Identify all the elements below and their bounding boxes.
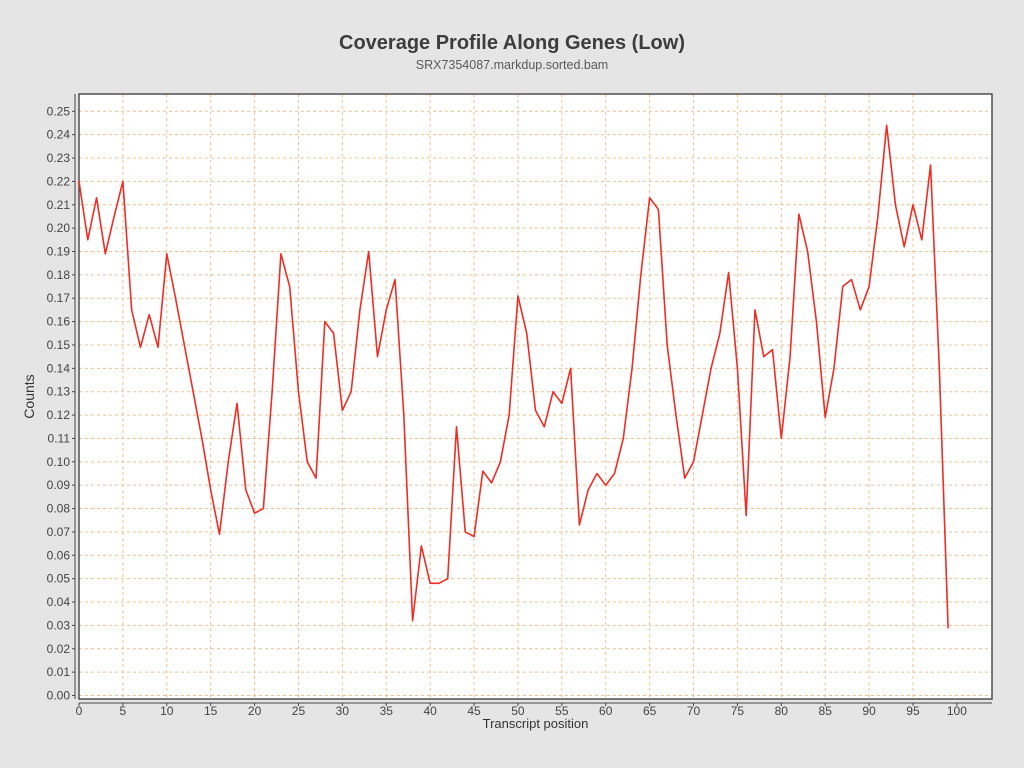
svg-text:0.14: 0.14 [47, 361, 71, 375]
svg-text:40: 40 [423, 704, 437, 718]
svg-text:0.21: 0.21 [47, 198, 71, 212]
svg-text:20: 20 [248, 704, 262, 718]
svg-text:0.19: 0.19 [47, 245, 71, 259]
svg-text:0.12: 0.12 [47, 408, 71, 422]
svg-text:80: 80 [775, 704, 789, 718]
svg-text:60: 60 [599, 704, 613, 718]
svg-text:0.00: 0.00 [47, 688, 71, 702]
svg-text:45: 45 [467, 704, 481, 718]
svg-text:10: 10 [160, 704, 174, 718]
svg-text:0: 0 [76, 704, 83, 718]
svg-text:0.10: 0.10 [47, 455, 71, 469]
svg-text:90: 90 [862, 704, 876, 718]
svg-text:0.09: 0.09 [47, 478, 71, 492]
svg-text:0.05: 0.05 [47, 572, 71, 586]
svg-text:95: 95 [906, 704, 920, 718]
svg-text:30: 30 [336, 704, 350, 718]
svg-text:100: 100 [947, 704, 967, 718]
svg-text:Transcript position: Transcript position [483, 716, 589, 731]
svg-text:0.24: 0.24 [47, 128, 71, 142]
svg-text:0.23: 0.23 [47, 151, 71, 165]
svg-text:0.13: 0.13 [47, 385, 71, 399]
svg-text:75: 75 [731, 704, 745, 718]
svg-text:Counts: Counts [21, 374, 37, 418]
svg-text:0.20: 0.20 [47, 221, 71, 235]
svg-text:0.01: 0.01 [47, 665, 71, 679]
svg-text:0.25: 0.25 [47, 104, 71, 118]
svg-text:25: 25 [292, 704, 306, 718]
svg-text:0.15: 0.15 [47, 338, 71, 352]
svg-text:5: 5 [120, 704, 127, 718]
svg-text:0.07: 0.07 [47, 525, 71, 539]
svg-text:0.03: 0.03 [47, 618, 71, 632]
svg-text:85: 85 [819, 704, 833, 718]
svg-text:0.06: 0.06 [47, 548, 71, 562]
svg-text:0.16: 0.16 [47, 315, 71, 329]
svg-text:0.17: 0.17 [47, 291, 71, 305]
svg-text:0.11: 0.11 [48, 431, 71, 445]
svg-text:35: 35 [380, 704, 394, 718]
svg-text:0.22: 0.22 [47, 174, 71, 188]
svg-text:0.18: 0.18 [47, 268, 71, 282]
svg-text:0.02: 0.02 [47, 642, 71, 656]
svg-text:65: 65 [643, 704, 657, 718]
svg-text:15: 15 [204, 704, 218, 718]
svg-text:70: 70 [687, 704, 701, 718]
svg-text:0.04: 0.04 [47, 595, 71, 609]
svg-text:0.08: 0.08 [47, 502, 71, 516]
